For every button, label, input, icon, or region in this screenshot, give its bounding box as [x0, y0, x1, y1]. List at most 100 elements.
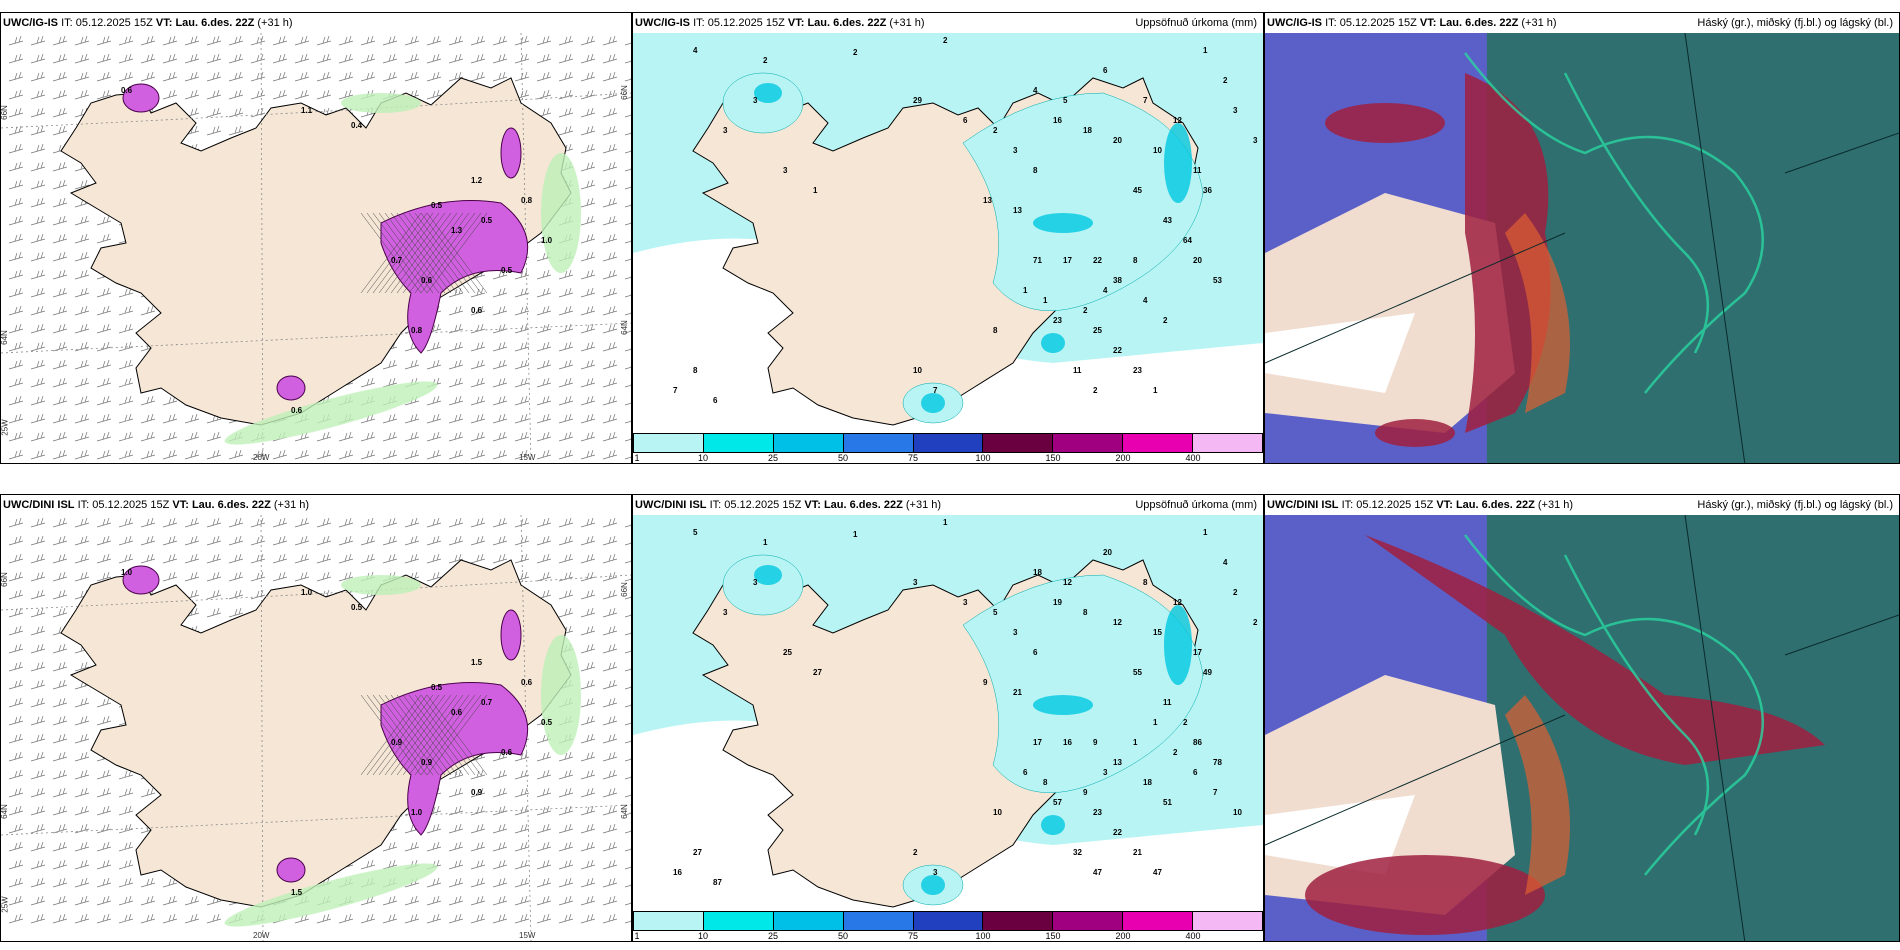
wind-value-label: 1.0	[301, 588, 313, 597]
wind-barb	[52, 215, 68, 226]
precip-value-label: 3	[1233, 106, 1238, 115]
wind-barb	[536, 35, 552, 46]
precip-value-label: 21	[1013, 688, 1022, 697]
precip-value-label: 55	[1133, 668, 1142, 677]
wind-barb	[624, 685, 631, 690]
wind-barb	[8, 413, 24, 424]
wind-barb	[52, 431, 68, 442]
wind-magenta-areas	[122, 565, 529, 883]
wind-barb	[602, 751, 618, 762]
wind-barb	[558, 431, 574, 442]
lon-line	[520, 515, 532, 941]
wind-barb	[96, 877, 112, 888]
wind-barb	[162, 535, 178, 546]
wind-barb	[602, 625, 618, 636]
wind-barb	[624, 883, 631, 888]
wind-barb	[140, 305, 156, 316]
wind-barb	[8, 787, 24, 798]
wind-barb	[580, 805, 596, 816]
wind-barb	[624, 793, 631, 798]
wind-barb	[602, 179, 618, 190]
colorbar-tick: 25	[767, 453, 779, 463]
precip-value-label: 5	[993, 608, 998, 617]
wind-barb	[96, 71, 112, 82]
wind-barb	[536, 449, 552, 460]
wind-barb	[228, 35, 244, 46]
wind-barb	[448, 413, 464, 424]
wind-barb	[96, 715, 112, 726]
wind-barb	[492, 769, 508, 780]
wind-barb	[602, 395, 618, 406]
wind-value-label: 1.2	[471, 176, 483, 185]
wind-barb	[536, 413, 552, 424]
wind-barb	[30, 197, 46, 208]
wind-barb	[624, 721, 631, 726]
high-cloud-areas	[1305, 535, 1825, 935]
wind-panel-bottom: UWC/DINI ISL IT: 05.12.2025 15Z VT: Lau.…	[0, 494, 632, 942]
colorbar-tick: 75	[907, 453, 919, 463]
wind-barb	[74, 841, 90, 852]
wind-barb	[426, 841, 442, 852]
wind-barb	[184, 413, 200, 424]
precip-value-label: 2	[1183, 718, 1188, 727]
wind-value-label: 1.1	[301, 106, 313, 115]
panel-title: UWC/IG-IS IT: 05.12.2025 15Z VT: Lau. 6.…	[635, 17, 925, 29]
wind-barb	[30, 679, 46, 690]
precip-title: Uppsöfnuð úrkoma (mm)	[1135, 499, 1257, 511]
wind-barb	[96, 449, 112, 460]
precip-value-label: 6	[1023, 768, 1028, 777]
wind-barb	[52, 125, 68, 136]
wind-barb	[360, 431, 376, 442]
precip-value-label: 3	[1013, 628, 1018, 637]
wind-barb	[536, 53, 552, 64]
wind-value-label: 0.6	[121, 86, 133, 95]
wind-barb	[624, 829, 631, 834]
wind-barb	[74, 71, 90, 82]
low-cloud-contour	[1464, 534, 1764, 876]
wind-barb	[602, 877, 618, 888]
wind-barb	[96, 697, 112, 708]
cloud-title: Háský (gr.), miðský (fj.bl.) og lágský (…	[1697, 499, 1893, 511]
wind-barb	[580, 89, 596, 100]
wind-barb	[74, 359, 90, 370]
wind-barb	[338, 517, 354, 528]
wind-barb	[602, 107, 618, 118]
hatch-line	[420, 212, 482, 294]
precip-value-label: 3	[723, 126, 728, 135]
wind-barb	[470, 53, 486, 64]
precip-value-label: 17	[1063, 256, 1072, 265]
wind-barb	[118, 449, 134, 460]
wind-barb	[228, 449, 244, 460]
wind-barb	[74, 287, 90, 298]
clear-sea-area	[1265, 795, 1415, 875]
wind-barb	[316, 517, 332, 528]
wind-barb	[448, 517, 464, 528]
wind-barb	[602, 359, 618, 370]
wind-barb	[470, 823, 486, 834]
precip-value-label: 23	[1133, 366, 1142, 375]
colorbar-tick: 400	[1185, 931, 1201, 941]
wind-barb	[96, 233, 112, 244]
precip-value-label: 16	[1053, 116, 1062, 125]
wind-barb	[558, 589, 574, 600]
wind-high-area	[276, 857, 306, 883]
wind-barb	[580, 305, 596, 316]
wind-barb	[624, 95, 631, 100]
wind-barb	[8, 341, 24, 352]
wind-barb	[602, 431, 618, 442]
wind-barb	[294, 535, 310, 546]
wind-barb	[30, 215, 46, 226]
precip-value-label: 16	[673, 868, 682, 877]
wind-barb	[624, 365, 631, 370]
wind-barb	[602, 895, 618, 906]
wind-barb	[96, 787, 112, 798]
wind-barb	[52, 571, 68, 582]
wind-barb	[30, 805, 46, 816]
wind-barb	[360, 913, 376, 924]
wind-barb	[8, 679, 24, 690]
wind-barb	[382, 35, 398, 46]
wind-barb	[162, 895, 178, 906]
wind-barb	[602, 377, 618, 388]
wind-barb	[580, 233, 596, 244]
wind-barb	[118, 305, 134, 316]
